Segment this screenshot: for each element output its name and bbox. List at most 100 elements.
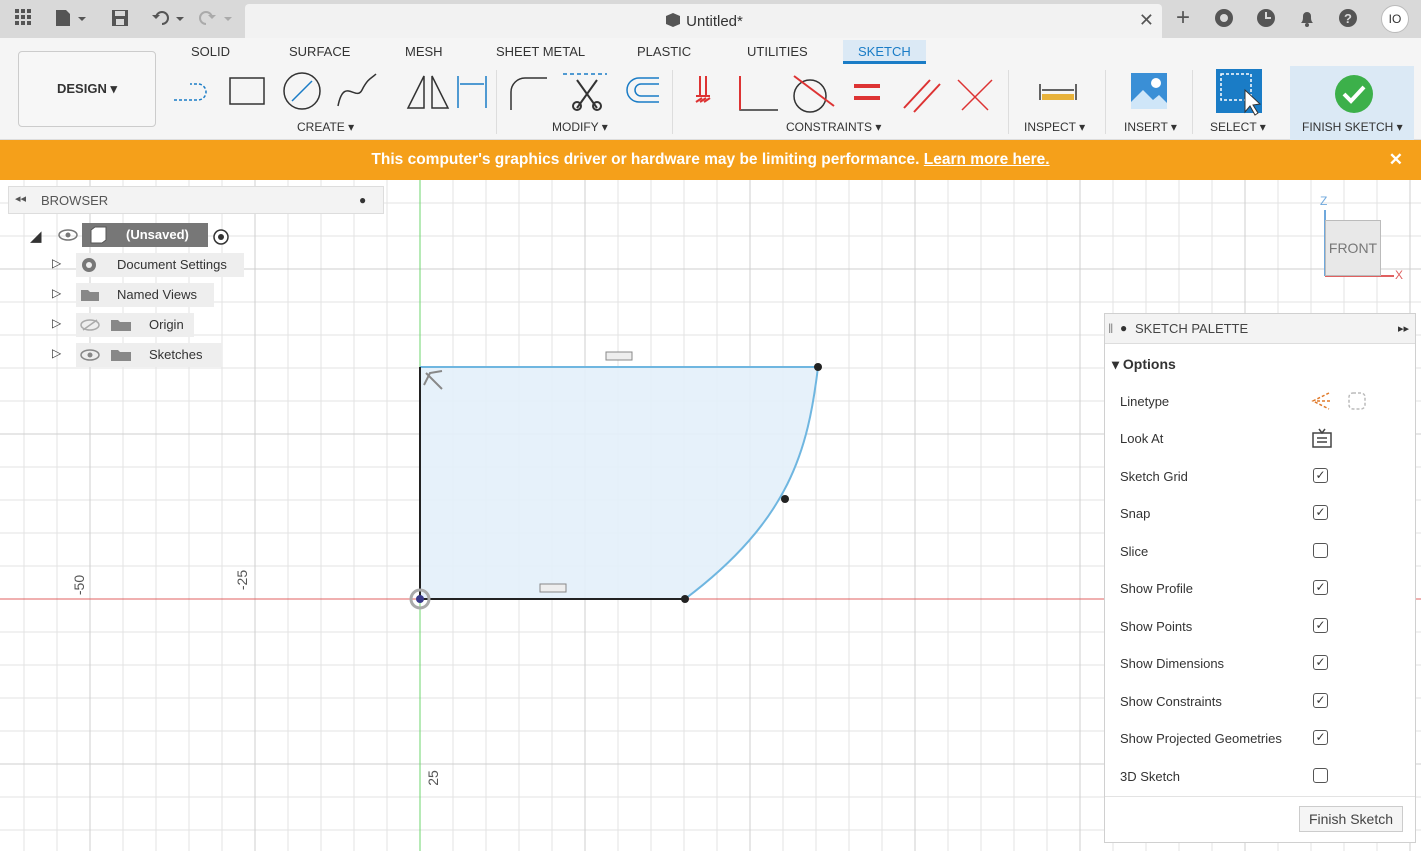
finish-sketch-menu[interactable]: FINISH SKETCH ▾: [1302, 120, 1403, 134]
offset-tool-icon[interactable]: [626, 77, 659, 103]
3d-sketch-checkbox[interactable]: [1313, 768, 1328, 783]
browser-item-sketches[interactable]: Sketches: [76, 343, 222, 367]
browser-pin-icon[interactable]: ●: [359, 193, 367, 207]
redo-icon[interactable]: [198, 8, 238, 34]
origin-point-ring[interactable]: [409, 588, 431, 610]
circle-tool-icon[interactable]: [283, 72, 321, 110]
user-avatar[interactable]: IO: [1381, 5, 1409, 33]
root-component[interactable]: (Unsaved): [82, 223, 208, 247]
line-tool-icon[interactable]: [174, 83, 207, 101]
activate-radio-icon[interactable]: [212, 228, 230, 246]
extensions-icon[interactable]: [1213, 7, 1235, 29]
expand-icon[interactable]: ▷: [52, 346, 62, 360]
sketch-point[interactable]: [681, 595, 689, 603]
sketch-point[interactable]: [781, 495, 789, 503]
select-menu[interactable]: SELECT ▾: [1210, 120, 1266, 134]
tab-utilities[interactable]: UTILITIES: [747, 44, 808, 59]
browser-item-origin[interactable]: Origin: [76, 313, 194, 337]
show-projected-geometries-checkbox[interactable]: ✓: [1313, 730, 1328, 745]
file-menu-icon[interactable]: [54, 8, 88, 34]
help-icon[interactable]: ?: [1337, 7, 1359, 29]
look-at-icon[interactable]: [1311, 427, 1333, 449]
browser-item-named-views[interactable]: Named Views: [76, 283, 214, 307]
fillet-tool-icon[interactable]: [510, 77, 547, 110]
sketch-canvas[interactable]: -50 -25 25: [0, 180, 1421, 851]
dimension-tool-icon[interactable]: [457, 76, 487, 108]
slice-checkbox[interactable]: [1313, 543, 1328, 558]
horizontal-constraint-icon[interactable]: [539, 583, 567, 593]
perpendicular-constraint-icon[interactable]: [739, 76, 778, 111]
construction-linetype-icon[interactable]: [1311, 392, 1331, 410]
options-section-toggle[interactable]: ▾ Options: [1112, 356, 1176, 372]
origin-point[interactable]: [416, 595, 424, 603]
show-profile-checkbox[interactable]: ✓: [1313, 580, 1328, 595]
finish-sketch-area[interactable]: [1290, 66, 1414, 140]
equal-constraint-icon[interactable]: [854, 84, 880, 100]
collapse-root-icon[interactable]: ◢: [30, 228, 42, 245]
undo-icon[interactable]: [150, 8, 190, 34]
tab-sheet-metal[interactable]: SHEET METAL: [496, 44, 586, 59]
svg-text:?: ?: [1344, 11, 1352, 26]
centerline-linetype-icon[interactable]: [1348, 392, 1366, 410]
expand-icon[interactable]: ▷: [52, 256, 62, 270]
snap-label: Snap: [1120, 506, 1151, 521]
browser-header[interactable]: ◂◂ BROWSER ●: [8, 186, 384, 214]
modify-menu[interactable]: MODIFY ▾: [552, 120, 608, 134]
sketch-point[interactable]: [814, 363, 822, 371]
sketch-profile[interactable]: [420, 367, 818, 599]
viewcube[interactable]: FRONT: [1325, 220, 1381, 276]
document-tab[interactable]: Untitled* ✕: [245, 4, 1162, 38]
mirror-tool-icon[interactable]: [406, 75, 450, 109]
visibility-eye-icon[interactable]: [80, 349, 100, 361]
app-grid-icon[interactable]: [14, 8, 32, 32]
constraints-menu[interactable]: CONSTRAINTS ▾: [786, 120, 882, 134]
select-tool-icon[interactable]: [1215, 68, 1265, 116]
visibility-eye-icon[interactable]: [58, 229, 78, 241]
finish-sketch-button[interactable]: Finish Sketch: [1299, 806, 1403, 832]
insert-menu[interactable]: INSERT ▾: [1124, 120, 1177, 134]
palette-pin-icon[interactable]: ●: [1120, 321, 1128, 335]
close-tab-icon[interactable]: ✕: [1138, 10, 1154, 30]
sketch-grid-checkbox[interactable]: ✓: [1313, 468, 1328, 483]
rectangle-tool-icon[interactable]: [229, 77, 265, 105]
tab-mesh[interactable]: MESH: [405, 44, 443, 59]
tab-surface[interactable]: SURFACE: [289, 44, 351, 59]
banner-close-icon[interactable]: ✕: [1388, 150, 1403, 169]
spline-tool-icon[interactable]: [337, 73, 377, 107]
palette-grip-icon[interactable]: ‖: [1108, 321, 1114, 336]
workspace-design-button[interactable]: DESIGN ▾: [18, 51, 156, 127]
coincident-constraint-icon[interactable]: [957, 79, 993, 111]
save-icon[interactable]: [110, 8, 130, 34]
snap-checkbox[interactable]: ✓: [1313, 505, 1328, 520]
spline-curve[interactable]: [684, 366, 819, 600]
parallel-constraint-icon[interactable]: [903, 79, 941, 113]
expand-icon[interactable]: ▷: [52, 316, 62, 330]
fix-constraint-icon[interactable]: [695, 76, 711, 103]
horizontal-constraint-icon[interactable]: [605, 351, 633, 361]
hidden-eye-icon[interactable]: [80, 319, 100, 331]
folder-icon: [111, 350, 131, 361]
browser-item-document-settings[interactable]: Document Settings: [76, 253, 244, 277]
show-points-checkbox[interactable]: ✓: [1313, 618, 1328, 633]
tangent-constraint-icon[interactable]: [793, 75, 835, 113]
linetype-icons: [1311, 392, 1366, 410]
notifications-bell-icon[interactable]: [1296, 7, 1318, 29]
trim-tool-icon[interactable]: [563, 73, 607, 111]
tab-plastic[interactable]: PLASTIC: [637, 44, 692, 59]
job-status-icon[interactable]: [1255, 7, 1277, 29]
show-dimensions-checkbox[interactable]: ✓: [1313, 655, 1328, 670]
measure-tool-icon[interactable]: [1038, 80, 1078, 104]
palette-collapse-icon[interactable]: ▸▸: [1397, 323, 1409, 335]
show-constraints-checkbox[interactable]: ✓: [1313, 693, 1328, 708]
palette-header[interactable]: ‖ ● SKETCH PALETTE ▸▸: [1105, 314, 1415, 344]
tab-solid[interactable]: SOLID: [191, 44, 231, 59]
learn-more-link[interactable]: Learn more here.: [923, 151, 1050, 168]
tab-sketch[interactable]: SKETCH: [843, 40, 926, 64]
expand-icon[interactable]: ▷: [52, 286, 62, 300]
inspect-menu[interactable]: INSPECT ▾: [1024, 120, 1086, 134]
root-label: (Unsaved): [126, 227, 189, 242]
new-tab-icon[interactable]: +: [1175, 4, 1190, 31]
collapse-browser-icon[interactable]: ◂◂: [15, 193, 27, 205]
insert-canvas-icon[interactable]: [1130, 72, 1168, 110]
create-menu[interactable]: CREATE ▾: [297, 120, 355, 134]
